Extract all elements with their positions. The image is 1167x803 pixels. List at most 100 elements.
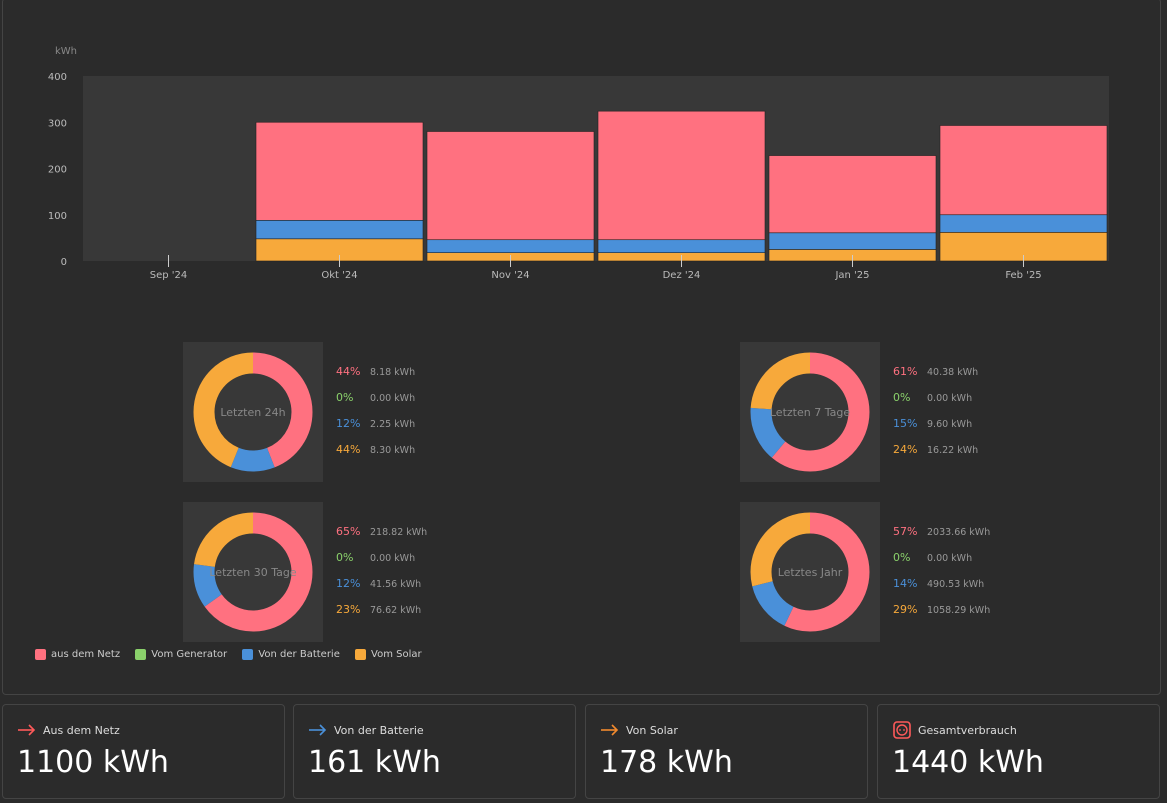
donut-row: 15% 9.60 kWh	[893, 417, 972, 431]
donut-row: 44% 8.30 kWh	[336, 443, 415, 457]
donut-row-percent: 0%	[336, 391, 354, 404]
y-tick-label: 0	[61, 257, 67, 268]
donut-row-percent: 61%	[893, 365, 918, 378]
donut-card-year: Letztes Jahr	[740, 502, 880, 642]
card-grid: Aus dem Netz 1100 kWh	[2, 704, 285, 799]
y-tick-label: 100	[48, 211, 67, 222]
legend-label-solar: Vom Solar	[371, 649, 422, 660]
donut-row-percent: 14%	[893, 577, 918, 590]
card-grid-value: 1100 kWh	[17, 745, 169, 780]
donut-slice[interactable]	[193, 352, 313, 472]
bar-segment[interactable]	[426, 239, 595, 253]
donut-row-value: 40.38 kWh	[927, 367, 979, 378]
x-tick-label: Dez '24	[663, 270, 701, 281]
donut-row-percent: 23%	[336, 603, 361, 616]
socket-icon	[892, 721, 912, 739]
donut-chart	[750, 512, 870, 632]
donut-row-value: 76.62 kWh	[370, 605, 422, 616]
donut-slice[interactable]	[750, 512, 870, 632]
donut-row-percent: 44%	[336, 443, 361, 456]
card-solar-value: 178 kWh	[600, 745, 733, 780]
legend-swatch-grid	[35, 649, 46, 660]
donut-row-value: 0.00 kWh	[370, 393, 416, 404]
donut-row-value: 1058.29 kWh	[927, 605, 991, 616]
donut-row: 61% 40.38 kWh	[893, 365, 978, 379]
donut-slice[interactable]	[193, 512, 313, 632]
donut-row-value: 2.25 kWh	[370, 419, 416, 430]
y-tick-label: 400	[48, 72, 67, 83]
donut-card-30d: Letzten 30 Tage	[183, 502, 323, 642]
legend-label-generator: Vom Generator	[151, 649, 228, 660]
card-solar-label: Von Solar	[626, 724, 678, 737]
bar-segment[interactable]	[255, 220, 424, 240]
donut-row-value: 2033.66 kWh	[927, 527, 991, 538]
donut-row-value: 16.22 kWh	[927, 445, 979, 456]
bar-segment[interactable]	[255, 121, 424, 221]
donut-slice[interactable]	[750, 352, 870, 472]
legend-item-grid[interactable]: aus dem Netz	[35, 649, 120, 660]
donut-row-percent: 12%	[336, 417, 361, 430]
donut-row-percent: 0%	[893, 551, 911, 564]
x-tick-label: Sep '24	[150, 270, 188, 281]
donut-chart	[193, 512, 313, 632]
bar-segment[interactable]	[426, 131, 595, 241]
donut-row: 12% 41.56 kWh	[336, 577, 421, 591]
arrow-right-icon	[17, 721, 37, 739]
donut-row-value: 0.00 kWh	[927, 553, 973, 564]
donut-row-value: 0.00 kWh	[370, 553, 416, 564]
donut-slice[interactable]	[193, 352, 313, 472]
legend-item-solar[interactable]: Vom Solar	[355, 649, 422, 660]
donut-row-percent: 44%	[336, 365, 361, 378]
donut-row-percent: 12%	[336, 577, 361, 590]
card-total-label: Gesamtverbrauch	[918, 724, 1017, 737]
donut-row: 12% 2.25 kWh	[336, 417, 415, 431]
legend-label-battery: Von der Batterie	[258, 649, 340, 660]
donut-row: 44% 8.18 kWh	[336, 365, 415, 379]
donut-row-percent: 0%	[336, 551, 354, 564]
donut-row-percent: 57%	[893, 525, 918, 538]
donut-row: 65% 218.82 kWh	[336, 525, 427, 539]
energy-panel: kWh 0 100 200 300 400 Sep '24 Okt '24 Nov '24 Dez…	[2, 0, 1161, 695]
legend-item-generator[interactable]: Vom Generator	[135, 649, 227, 660]
legend-label-grid: aus dem Netz	[51, 649, 121, 660]
arrow-right-icon	[600, 721, 620, 739]
card-battery: Von der Batterie 161 kWh	[293, 704, 576, 799]
y-tick-label: 200	[48, 165, 67, 176]
donut-row-percent: 65%	[336, 525, 361, 538]
card-battery-value: 161 kWh	[308, 745, 441, 780]
legend-item-battery[interactable]: Von der Batterie	[242, 649, 340, 660]
donut-slice[interactable]	[193, 512, 313, 632]
card-solar: Von Solar 178 kWh	[585, 704, 868, 799]
donut-row: 57% 2033.66 kWh	[893, 525, 990, 539]
donut-row-percent: 29%	[893, 603, 918, 616]
donut-row: 23% 76.62 kWh	[336, 603, 421, 617]
legend-swatch-battery	[242, 649, 254, 660]
x-tick-label: Okt '24	[321, 270, 357, 281]
donut-row: 14% 490.53 kWh	[893, 577, 984, 591]
bar-segment[interactable]	[597, 239, 766, 253]
bar-segment[interactable]	[768, 155, 937, 234]
legend-swatch-solar	[355, 649, 367, 660]
card-total: Gesamtverbrauch 1440 kWh	[877, 704, 1160, 799]
donut-center-label: Letzten 24h	[220, 405, 286, 419]
donut-row-percent: 15%	[893, 417, 918, 430]
bar-segment[interactable]	[768, 232, 937, 250]
chart-legend: aus dem Netz Vom Generator Von der Batte…	[35, 649, 434, 663]
donut-row: 0% 0.00 kWh	[336, 391, 415, 405]
bar-segment[interactable]	[597, 110, 766, 241]
donut-row-value: 8.18 kWh	[370, 367, 416, 378]
donut-row: 0% 0.00 kWh	[336, 551, 415, 565]
donut-row: 0% 0.00 kWh	[893, 551, 972, 565]
bar-segment[interactable]	[939, 125, 1108, 216]
legend-swatch-generator	[135, 649, 147, 660]
donut-row-value: 0.00 kWh	[927, 393, 973, 404]
donut-row-value: 8.30 kWh	[370, 445, 416, 456]
donut-center-label: Letztes Jahr	[777, 565, 843, 579]
donut-slice[interactable]	[750, 352, 870, 472]
donut-row: 0% 0.00 kWh	[893, 391, 972, 405]
donut-row-value: 41.56 kWh	[370, 579, 422, 590]
donut-row: 24% 16.22 kWh	[893, 443, 978, 457]
arrow-right-icon	[308, 721, 328, 739]
bar-segment[interactable]	[939, 214, 1108, 233]
donut-row: 29% 1058.29 kWh	[893, 603, 990, 617]
